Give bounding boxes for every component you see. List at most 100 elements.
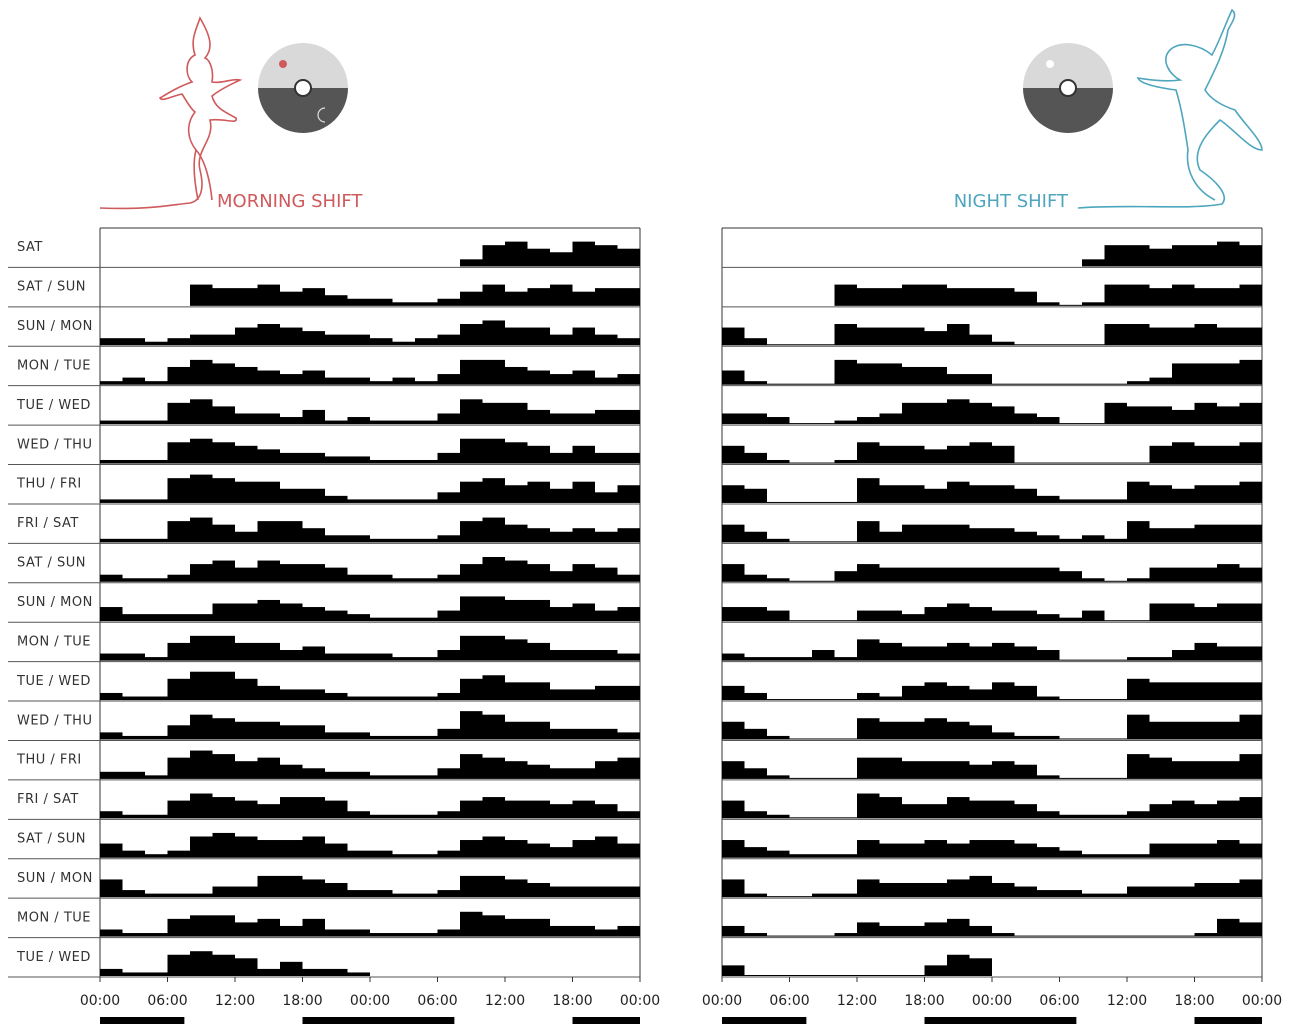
activity-bar — [790, 502, 813, 503]
activity-bar — [145, 657, 168, 661]
activity-bar — [190, 475, 213, 503]
activity-bar — [325, 421, 348, 425]
activity-bar — [438, 929, 461, 936]
activity-bar — [145, 854, 168, 858]
activity-bar — [573, 604, 596, 622]
activity-bar — [1060, 778, 1083, 779]
activity-bar — [100, 460, 123, 464]
activity-bar — [1172, 936, 1195, 937]
activity-bar — [925, 682, 948, 700]
activity-bar — [325, 801, 348, 819]
activity-bar — [235, 288, 258, 306]
x-tick-label: 00:00 — [702, 993, 742, 1009]
activity-bar — [1150, 936, 1173, 937]
activity-bar — [415, 338, 438, 345]
activity-bar — [505, 328, 528, 346]
activity-bar — [745, 413, 768, 424]
activity-bar — [857, 922, 880, 936]
activity-bar — [370, 736, 393, 740]
activity-bar — [1240, 715, 1263, 740]
row-label: WED / THU — [17, 437, 92, 452]
activity-bar — [483, 439, 506, 464]
activity-bar — [1060, 305, 1083, 306]
activity-bar — [812, 854, 835, 858]
activity-bar — [528, 528, 551, 542]
activity-bar — [1037, 936, 1060, 937]
activity-bar — [168, 614, 191, 621]
activity-bar — [767, 578, 790, 582]
activity-bar — [1060, 384, 1083, 385]
activity-bar — [595, 245, 618, 266]
row-label: SAT — [17, 240, 43, 255]
activity-bar — [992, 682, 1015, 700]
activity-bar — [505, 600, 528, 621]
activity-bar — [1105, 738, 1128, 739]
activity-bar — [745, 453, 768, 464]
activity-bar — [528, 919, 551, 937]
activity-bar — [213, 363, 236, 384]
row-label: SAT / SUN — [17, 280, 86, 295]
activity-bar — [325, 883, 348, 897]
activity-bar — [925, 367, 948, 385]
activity-bar — [303, 689, 326, 700]
activity-bar — [1127, 463, 1150, 464]
activity-bar — [992, 761, 1015, 779]
activity-bar — [1082, 463, 1105, 464]
x-tick-label: 00:00 — [80, 993, 120, 1009]
activity-bar — [745, 657, 768, 661]
activity-bar — [190, 836, 213, 857]
activity-bar — [722, 761, 745, 779]
activity-bar — [280, 962, 303, 976]
activity-bar — [992, 446, 1015, 464]
activity-bar — [100, 929, 123, 936]
activity-bar — [213, 833, 236, 858]
activity-bar — [1127, 657, 1150, 661]
activity-bar — [857, 478, 880, 503]
activity-bar — [145, 421, 168, 425]
activity-bar — [280, 521, 303, 542]
activity-bar — [790, 581, 813, 582]
activity-bar — [325, 535, 348, 542]
activity-bar — [213, 915, 236, 936]
activity-bar — [1127, 245, 1150, 266]
panel-title: MORNING SHIFT — [217, 191, 363, 212]
row-label: SAT / SUN — [17, 556, 86, 571]
x-tick-label: 18:00 — [1174, 993, 1214, 1009]
activity-bar — [280, 797, 303, 818]
activity-bar — [880, 926, 903, 937]
activity-bar — [258, 686, 281, 700]
activity-bar — [370, 618, 393, 622]
activity-bar — [1150, 446, 1173, 464]
activity-bar — [1105, 936, 1128, 937]
activity-bar — [1105, 854, 1128, 858]
x-tick-label: 00:00 — [350, 993, 390, 1009]
activity-bar — [460, 840, 483, 858]
activity-bar — [235, 887, 258, 898]
activity-bar — [235, 482, 258, 503]
activity-bar — [1037, 417, 1060, 424]
activity-bar — [393, 894, 416, 898]
activity-bar — [1217, 840, 1240, 858]
activity-bar — [790, 423, 813, 424]
activity-bar — [550, 650, 573, 661]
activity-bar — [550, 252, 573, 266]
activity-bar — [213, 955, 236, 976]
activity-bar — [1127, 620, 1150, 621]
activity-bar — [325, 568, 348, 582]
row-label: SUN / MON — [17, 595, 93, 610]
activity-bar — [1060, 423, 1083, 424]
activity-bar — [1195, 245, 1218, 266]
activity-bar — [235, 922, 258, 936]
activity-bar — [722, 485, 745, 503]
activity-bar — [618, 926, 641, 937]
activity-bar — [595, 686, 618, 700]
activity-bar — [550, 607, 573, 621]
activity-bar — [460, 876, 483, 897]
activity-bar — [992, 406, 1015, 424]
activity-bar — [767, 344, 790, 345]
activity-bar — [528, 682, 551, 700]
activity-bar — [370, 381, 393, 385]
activity-bar — [925, 449, 948, 463]
activity-bar — [1172, 650, 1195, 661]
x-tick-label: 00:00 — [972, 993, 1012, 1009]
